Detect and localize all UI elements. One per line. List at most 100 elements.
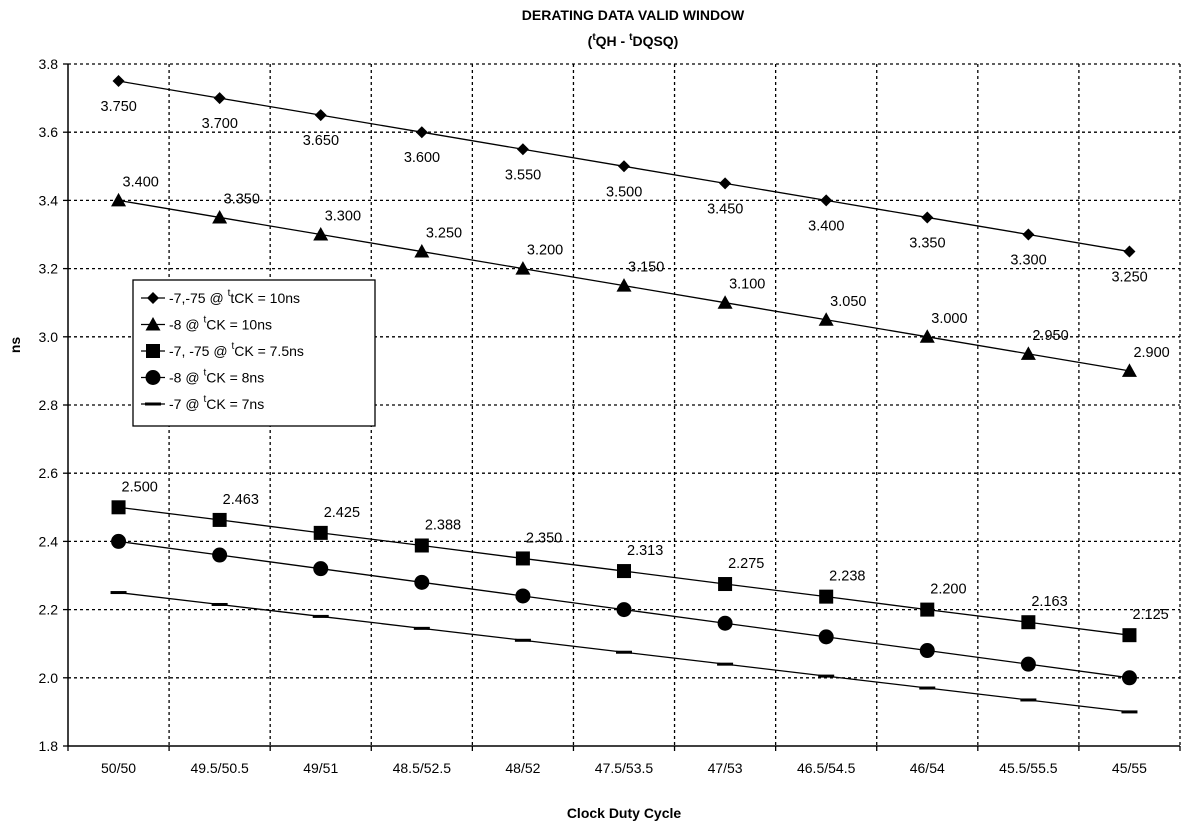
data-point bbox=[212, 547, 228, 563]
legend-label: -7,-75 @ ttCK = 10ns bbox=[169, 288, 300, 306]
data-label: 2.313 bbox=[627, 543, 663, 559]
x-tick-label: 45.5/55.5 bbox=[999, 760, 1058, 776]
data-point bbox=[818, 674, 835, 678]
series-square bbox=[111, 500, 1137, 643]
legend-marker bbox=[145, 370, 161, 385]
series-dash bbox=[110, 591, 1138, 714]
data-point bbox=[313, 525, 328, 540]
data-label: 3.250 bbox=[1111, 270, 1147, 286]
data-labels: 3.750 3.700 3.650 3.600 3.550 3.500 3.450 3.400… bbox=[101, 99, 1170, 623]
data-point bbox=[212, 512, 227, 527]
series-triangle bbox=[111, 192, 1137, 377]
data-point bbox=[413, 626, 430, 630]
data-point bbox=[211, 602, 228, 606]
data-point bbox=[919, 643, 935, 659]
data-label: 3.450 bbox=[707, 201, 743, 217]
data-point bbox=[1022, 228, 1035, 241]
x-tick-label: 47/53 bbox=[708, 760, 743, 776]
data-point bbox=[515, 551, 530, 566]
y-tick-label: 3.0 bbox=[39, 329, 59, 345]
x-tick-label: 49.5/50.5 bbox=[190, 760, 249, 776]
data-point bbox=[515, 261, 531, 275]
data-point bbox=[719, 177, 732, 190]
data-label: 3.250 bbox=[426, 226, 462, 242]
data-label: 3.550 bbox=[505, 167, 541, 183]
data-label: 3.400 bbox=[123, 174, 159, 190]
data-point bbox=[414, 244, 430, 258]
x-tick-label: 48.5/52.5 bbox=[393, 760, 452, 776]
data-point bbox=[415, 126, 428, 139]
data-point bbox=[919, 686, 936, 690]
legend-marker bbox=[146, 344, 160, 358]
data-point bbox=[414, 574, 430, 590]
x-tick-label: 48/52 bbox=[505, 760, 540, 776]
data-point bbox=[110, 591, 127, 595]
legend-item: -7 @ tCK = 7ns bbox=[141, 394, 264, 412]
data-point bbox=[718, 577, 733, 592]
data-point bbox=[818, 312, 834, 326]
data-label: 3.500 bbox=[606, 184, 642, 200]
legend-item: -8 @ tCK = 10ns bbox=[141, 315, 272, 333]
data-point bbox=[515, 588, 531, 604]
data-label: 2.125 bbox=[1132, 607, 1168, 623]
data-point bbox=[1121, 670, 1137, 686]
y-tick-label: 3.6 bbox=[39, 124, 59, 140]
data-label: 2.500 bbox=[122, 479, 158, 495]
legend: -7,-75 @ ttCK = 10ns -8 @ tCK = 10ns -7, -… bbox=[132, 279, 376, 427]
data-label: 3.150 bbox=[628, 260, 664, 276]
data-point bbox=[616, 650, 632, 654]
y-tick-label: 1.8 bbox=[39, 738, 59, 754]
data-point bbox=[618, 160, 630, 173]
x-tick-labels: 50/50 49.5/50.5 49/51 48.5/52.5 48/52 47.5/53… bbox=[101, 760, 1147, 776]
data-point bbox=[818, 629, 834, 645]
x-tick-label: 49/51 bbox=[303, 760, 338, 776]
legend-marker bbox=[145, 317, 161, 331]
data-point bbox=[616, 278, 632, 292]
data-point bbox=[111, 533, 127, 549]
data-point bbox=[1020, 346, 1036, 360]
series-circle bbox=[111, 533, 1137, 686]
legend-label: -8 @ tCK = 10ns bbox=[169, 315, 272, 333]
series-group bbox=[110, 75, 1138, 714]
data-label: 3.750 bbox=[101, 99, 137, 115]
y-tick-label: 2.8 bbox=[39, 397, 59, 413]
data-point bbox=[717, 662, 734, 666]
grid-lines bbox=[68, 63, 1181, 746]
legend-label: -8 @ tCK = 8ns bbox=[169, 368, 264, 386]
data-point bbox=[1021, 615, 1036, 630]
data-point bbox=[313, 561, 329, 577]
data-point bbox=[1122, 628, 1137, 643]
legend-label: -7, -75 @ tCK = 7.5ns bbox=[169, 341, 304, 359]
data-point bbox=[212, 209, 228, 224]
data-label: 3.350 bbox=[909, 235, 945, 251]
data-label: 3.400 bbox=[808, 218, 844, 234]
x-tick-label: 50/50 bbox=[101, 760, 136, 776]
legend-item: -7,-75 @ ttCK = 10ns bbox=[141, 288, 300, 306]
data-point bbox=[920, 602, 935, 617]
data-point bbox=[111, 500, 126, 515]
y-axis-title: ns bbox=[7, 337, 23, 354]
x-tick-label: 46/54 bbox=[910, 760, 945, 776]
x-tick-label: 47.5/53.5 bbox=[595, 760, 654, 776]
x-tick-label: 45/55 bbox=[1112, 760, 1147, 776]
chart-title: DERATING DATA VALID WINDOW bbox=[522, 7, 745, 23]
data-label: 3.350 bbox=[224, 191, 260, 207]
data-point bbox=[516, 143, 529, 156]
data-label: 2.950 bbox=[1032, 328, 1068, 344]
y-tick-label: 3.4 bbox=[39, 192, 59, 208]
data-point bbox=[921, 211, 934, 224]
data-label: 3.300 bbox=[325, 209, 361, 225]
data-point bbox=[617, 564, 631, 579]
y-tick-label: 3.2 bbox=[39, 261, 59, 277]
data-point bbox=[919, 329, 935, 343]
chart-subtitle: (tQH - tDQSQ) bbox=[588, 32, 679, 49]
data-label: 3.650 bbox=[303, 133, 339, 149]
data-label: 2.900 bbox=[1133, 345, 1169, 361]
data-point bbox=[514, 638, 531, 642]
data-point bbox=[313, 227, 329, 241]
x-axis-title: Clock Duty Cycle bbox=[567, 805, 682, 821]
data-label: 3.200 bbox=[527, 243, 563, 259]
data-label: 2.463 bbox=[223, 492, 259, 508]
y-tick-label: 2.0 bbox=[39, 670, 59, 686]
data-point bbox=[717, 295, 733, 309]
